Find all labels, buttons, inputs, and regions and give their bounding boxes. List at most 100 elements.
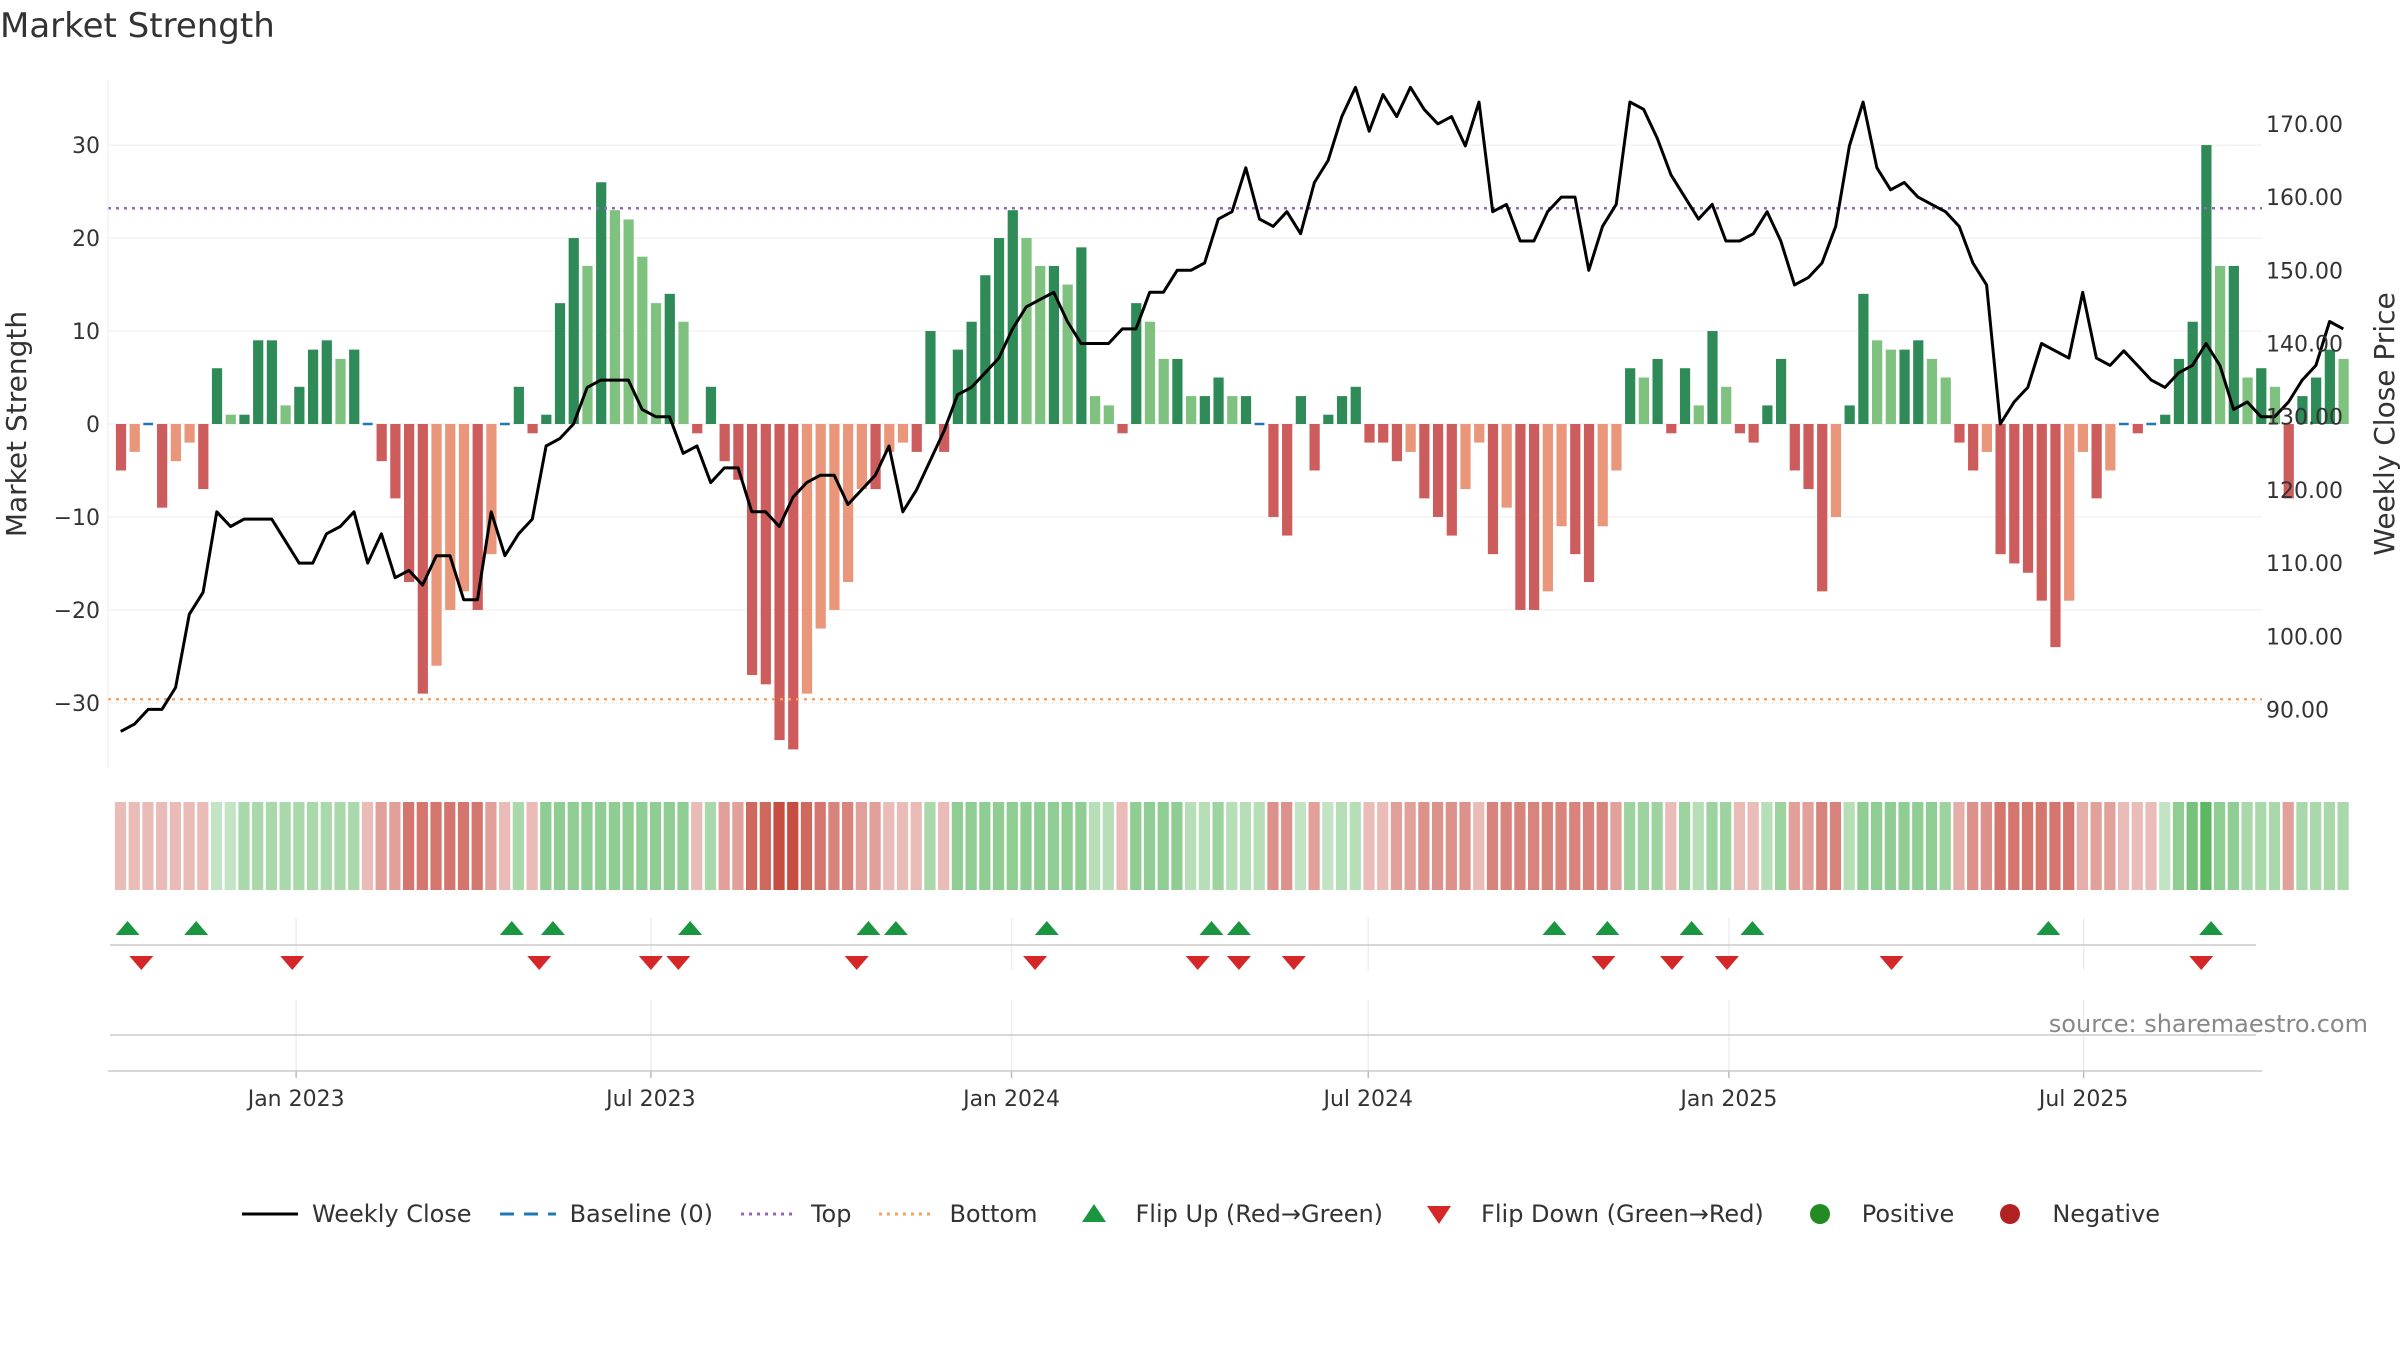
flip-up-marker bbox=[540, 921, 565, 935]
strength-bar bbox=[1529, 424, 1540, 610]
strip-cell bbox=[402, 802, 415, 890]
strip-cell bbox=[444, 802, 456, 890]
strength-bar bbox=[856, 424, 867, 490]
strength-bar bbox=[1638, 377, 1649, 424]
y-tick-label: −10 bbox=[54, 506, 100, 531]
legend-bottom: Bottom bbox=[877, 1200, 1038, 1228]
legend-top-label: Top bbox=[810, 1200, 852, 1228]
strength-bar bbox=[692, 424, 703, 434]
x-tick-label: Jan 2023 bbox=[246, 1087, 345, 1112]
strength-bar bbox=[2283, 424, 2294, 499]
strip-cell bbox=[910, 802, 922, 890]
strength-strip bbox=[114, 802, 2349, 890]
strip-cell bbox=[1253, 802, 1265, 890]
strength-bar bbox=[1542, 424, 1553, 592]
strength-bar bbox=[253, 340, 264, 424]
strip-cell bbox=[197, 802, 209, 890]
legend-weekly-close-label: Weekly Close bbox=[311, 1200, 472, 1228]
flip-up-marker bbox=[499, 921, 524, 935]
strength-bar bbox=[1240, 396, 1252, 424]
strength-bar bbox=[2311, 377, 2322, 424]
flip-up-marker bbox=[856, 921, 881, 935]
flip-up-marker bbox=[1034, 921, 1059, 935]
strip-cell bbox=[1143, 802, 1156, 890]
strength-bar bbox=[1652, 358, 1663, 424]
strip-cell bbox=[2200, 802, 2212, 890]
strip-cell bbox=[348, 802, 360, 890]
strip-cell bbox=[1651, 802, 1663, 890]
strip-cell bbox=[759, 802, 771, 890]
legend-flip-up-icon bbox=[1081, 1204, 1106, 1222]
strip-cell bbox=[375, 802, 387, 890]
strength-bar bbox=[1323, 414, 1334, 424]
strip-cell bbox=[1720, 802, 1732, 890]
strength-bar bbox=[774, 424, 785, 741]
flip-up-marker bbox=[883, 921, 908, 935]
strip-cell bbox=[485, 802, 497, 890]
strength-bar bbox=[1625, 368, 1636, 424]
strength-bar bbox=[1501, 424, 1512, 508]
y2-tick-label: 170.00 bbox=[2266, 113, 2343, 138]
strength-bar bbox=[1748, 424, 1759, 443]
strength-bar bbox=[321, 340, 332, 424]
strength-bar bbox=[1556, 424, 1567, 527]
strip-cell bbox=[210, 802, 223, 890]
strip-cell bbox=[1377, 802, 1389, 890]
strip-cell bbox=[1637, 802, 1649, 890]
strength-bar bbox=[1515, 424, 1526, 610]
flip-down-marker bbox=[1023, 956, 1048, 970]
strip-cell bbox=[183, 802, 195, 890]
strip-cell bbox=[2049, 802, 2061, 890]
strip-cell bbox=[279, 802, 291, 890]
strength-bar bbox=[239, 414, 250, 424]
strip-cell bbox=[1294, 802, 1306, 890]
strength-bar bbox=[2256, 368, 2267, 424]
strip-cell bbox=[2159, 802, 2171, 890]
strip-cell bbox=[1267, 802, 1279, 890]
strength-bar bbox=[1666, 424, 1677, 434]
strip-cell bbox=[1939, 802, 1951, 890]
flip-down-marker bbox=[1714, 956, 1739, 970]
strength-bar bbox=[1721, 386, 1732, 424]
strength-bar bbox=[1391, 424, 1403, 462]
strength-bar bbox=[417, 424, 428, 694]
strength-bar bbox=[129, 424, 140, 452]
strength-bar bbox=[1981, 424, 1992, 452]
strength-bar bbox=[1995, 424, 2006, 555]
flip-up-marker bbox=[184, 921, 209, 935]
strip-cell bbox=[1500, 802, 1512, 890]
strip-cell bbox=[1185, 802, 1197, 890]
strength-bar bbox=[1268, 424, 1279, 517]
strength-bar bbox=[170, 424, 181, 462]
strip-cell bbox=[1761, 802, 1773, 890]
strip-cell bbox=[471, 802, 483, 890]
y2-tick-label: 150.00 bbox=[2266, 259, 2343, 284]
strength-bar bbox=[198, 424, 209, 490]
strip-cell bbox=[2268, 802, 2281, 890]
flip-up-marker bbox=[1542, 921, 1567, 935]
flip-up-marker bbox=[2199, 921, 2224, 935]
strip-cell bbox=[2145, 802, 2157, 890]
strip-cell bbox=[540, 802, 552, 890]
legend-bottom-swatch bbox=[879, 1212, 936, 1216]
strip-cell bbox=[1514, 802, 1526, 890]
y2-tick-label: 90.00 bbox=[2266, 698, 2329, 723]
y-tick-label: 0 bbox=[86, 413, 100, 438]
strength-bar bbox=[925, 331, 936, 424]
strip-cell bbox=[1404, 802, 1416, 890]
strength-bar bbox=[2132, 424, 2143, 434]
y-tick-label: 10 bbox=[72, 320, 100, 345]
strength-bar bbox=[1144, 321, 1156, 424]
legend-weekly-close-swatch bbox=[241, 1212, 298, 1216]
strip-cell bbox=[1912, 802, 1924, 890]
strip-cell bbox=[142, 802, 154, 890]
legend-top-swatch bbox=[740, 1212, 797, 1216]
strength-bar bbox=[1762, 405, 1773, 424]
strip-cell bbox=[800, 802, 813, 890]
chart-title: Market Strength bbox=[0, 6, 275, 46]
strength-bar bbox=[993, 238, 1005, 424]
legend-flip-down-icon bbox=[1427, 1206, 1452, 1224]
y2-tick-label: 100.00 bbox=[2266, 625, 2343, 650]
strip-cell bbox=[389, 802, 401, 890]
flip-up-marker bbox=[115, 921, 140, 935]
